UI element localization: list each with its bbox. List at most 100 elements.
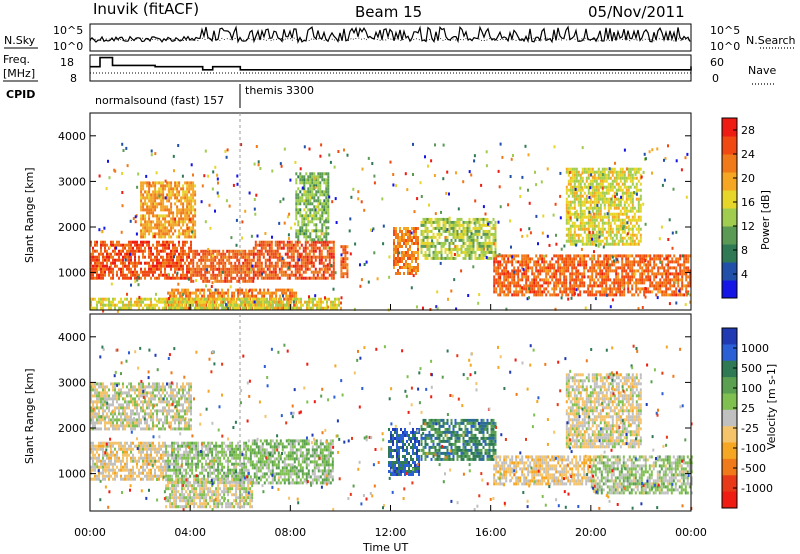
range-cell <box>625 206 628 210</box>
range-cell <box>317 238 320 242</box>
range-cell <box>180 217 183 221</box>
range-cell <box>593 233 596 237</box>
range-cell <box>579 176 582 180</box>
range-cell <box>116 240 118 244</box>
range-cell <box>92 252 94 256</box>
range-cell <box>258 303 260 307</box>
range-cell <box>269 291 272 295</box>
range-cell <box>659 266 662 270</box>
range-cell <box>685 254 688 258</box>
range-cell <box>645 266 648 270</box>
range-cell <box>627 188 630 192</box>
range-cell <box>276 243 279 247</box>
range-cell <box>613 215 616 219</box>
range-cell <box>601 173 604 176</box>
range-cell <box>245 288 248 292</box>
range-cell <box>587 287 590 291</box>
range-cell <box>208 303 210 307</box>
range-cell <box>599 197 602 201</box>
range-cell <box>303 220 306 224</box>
range-cell <box>181 288 184 292</box>
range-cell <box>622 225 625 229</box>
range-cell <box>219 291 222 295</box>
range-cell <box>493 263 496 267</box>
range-cell <box>104 270 106 274</box>
range-cell <box>417 257 419 260</box>
range-cell <box>543 263 546 267</box>
range-cell <box>466 235 469 239</box>
range-cell <box>321 223 324 227</box>
range-cell <box>621 221 624 225</box>
range-cell <box>597 176 600 180</box>
range-cell <box>234 306 236 310</box>
range-cell <box>609 221 612 225</box>
range-cell <box>399 227 401 230</box>
range-cell <box>287 233 290 237</box>
range-cell <box>323 181 326 185</box>
range-cell <box>511 272 514 276</box>
range-cell <box>232 303 234 307</box>
range-cell <box>191 291 194 295</box>
range-cell <box>611 290 614 294</box>
range-cell <box>573 191 576 195</box>
range-cell <box>324 219 327 222</box>
range-cell <box>655 281 658 285</box>
range-cell <box>573 167 576 171</box>
range-cell <box>300 264 303 268</box>
range-cell <box>322 300 324 304</box>
range-cell <box>601 272 604 276</box>
range-cell <box>527 188 529 192</box>
range-cell <box>311 181 314 185</box>
range-cell <box>434 217 437 221</box>
range-cell <box>623 236 626 240</box>
range-cell <box>150 199 153 203</box>
range-cell <box>148 182 151 185</box>
range-cell <box>573 179 576 183</box>
range-cell <box>593 215 596 219</box>
range-cell <box>488 238 491 242</box>
range-cell <box>170 184 173 188</box>
range-cell <box>567 236 570 240</box>
range-cell <box>198 264 201 268</box>
range-cell <box>325 196 328 200</box>
range-cell <box>150 267 152 271</box>
range-cell <box>689 284 692 288</box>
range-cell <box>511 278 514 282</box>
range-cell <box>332 264 335 268</box>
range-cell <box>178 229 181 233</box>
range-cell <box>464 256 467 260</box>
range-cell <box>172 303 174 307</box>
range-cell <box>136 261 138 265</box>
range-cell <box>399 260 401 263</box>
range-cell <box>104 258 106 262</box>
range-cell <box>595 182 598 186</box>
range-cell <box>521 266 524 270</box>
range-cell <box>456 223 459 227</box>
range-cell <box>497 263 500 267</box>
range-cell <box>158 190 161 194</box>
range-cell <box>346 272 349 276</box>
range-cell <box>565 254 568 258</box>
range-cell <box>300 261 303 265</box>
range-cell <box>164 261 166 265</box>
range-cell <box>438 223 441 227</box>
range-cell <box>126 252 128 256</box>
range-cell <box>257 251 260 254</box>
range-cell <box>442 226 445 230</box>
range-cell <box>571 185 574 189</box>
range-cell <box>168 220 171 224</box>
range-cell <box>192 273 195 277</box>
range-cell <box>344 260 347 264</box>
range-cell <box>609 236 612 240</box>
range-cell <box>591 200 594 204</box>
range-cell <box>120 297 122 301</box>
range-cell <box>482 250 485 254</box>
range-cell <box>182 193 185 197</box>
range-cell <box>675 278 678 282</box>
range-cell <box>188 190 191 194</box>
range-cell <box>641 281 644 285</box>
range-cell <box>468 170 471 174</box>
range-cell <box>635 290 638 294</box>
range-cell <box>482 232 485 236</box>
range-cell <box>200 297 202 301</box>
